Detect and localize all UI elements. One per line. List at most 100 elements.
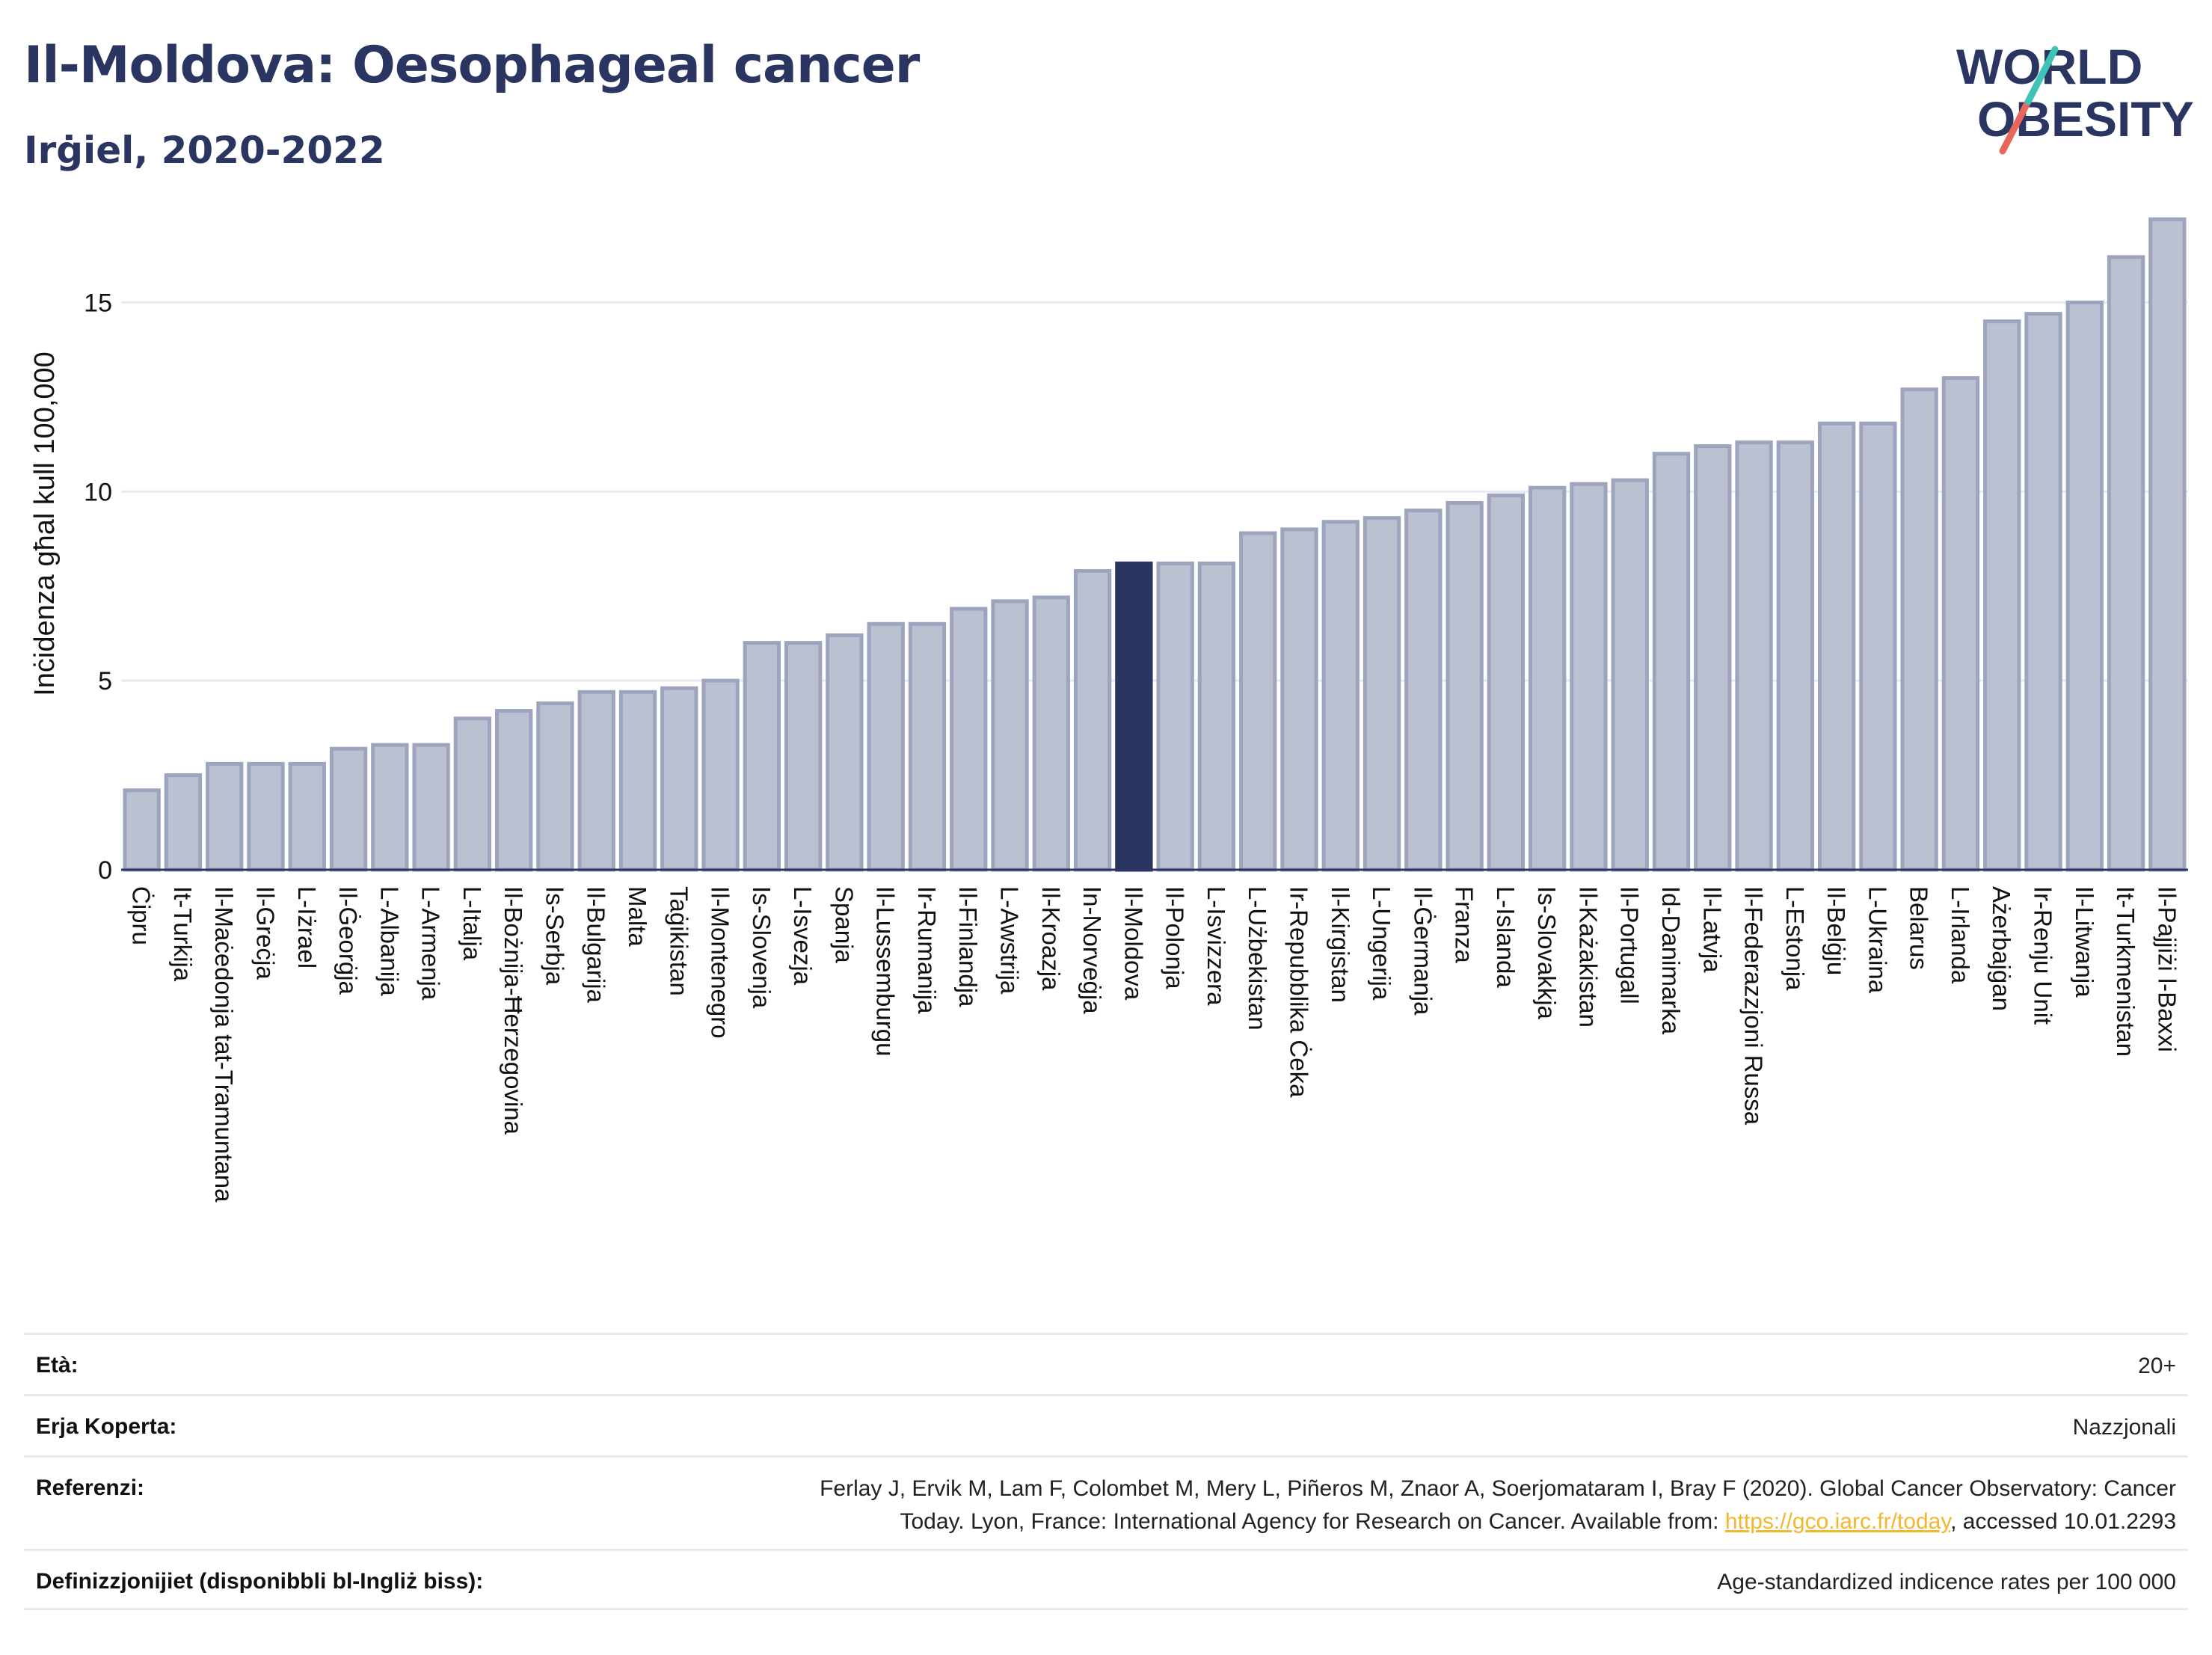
bar: [1817, 421, 1856, 872]
x-tick-label: L-Awstrija: [996, 886, 1024, 995]
bar: [1941, 376, 1980, 872]
bar: [1694, 444, 1732, 872]
world-obesity-logo: WORLD OBESITY: [1956, 39, 2194, 155]
bar: [247, 761, 285, 872]
meta-value-age: 20+: [2138, 1354, 2176, 1378]
meta-value-definitions: Age-standardized indicence rates per 100…: [1717, 1570, 2176, 1594]
x-tick-label: L-Islanda: [1492, 886, 1520, 988]
x-tick-label: L-Albanija: [375, 886, 403, 996]
bars: [123, 217, 2187, 872]
x-tick-label: Il-Moldova: [1119, 886, 1147, 1001]
x-tick-label: Il-Ġermanja: [1409, 886, 1437, 1016]
meta-label-references: Referenzi:: [36, 1476, 145, 1500]
bar: [784, 641, 823, 872]
x-tick-label: L-Isvizzera: [1202, 886, 1230, 1006]
bar: [908, 621, 947, 872]
y-tick-label: 10: [84, 478, 112, 506]
reference-accessed: , accessed 10.01.2293: [1950, 1509, 2176, 1534]
bar: [701, 678, 740, 872]
x-tick-label: Ċipru: [128, 886, 156, 945]
bar: [618, 690, 657, 872]
reference-line-2: Today. Lyon, France: International Agenc…: [820, 1505, 2176, 1538]
y-axis-label: Inċidenza għal kull 100,000: [29, 351, 61, 696]
x-tick-label: L-Estonja: [1781, 886, 1809, 991]
bar: [2148, 217, 2187, 872]
bar: [1362, 516, 1401, 872]
x-tick-label: Il-Polonja: [1161, 886, 1189, 989]
reference-line-2-text: Today. Lyon, France: International Agenc…: [900, 1509, 1725, 1534]
x-tick-label: Il-Montenegro: [707, 886, 734, 1039]
bar-highlighted: [1115, 561, 1153, 872]
x-tick-label: Malta: [624, 886, 651, 947]
x-tick-label: Belarus: [1905, 886, 1933, 970]
x-tick-label: Is-Slovenja: [748, 886, 775, 1009]
bar: [123, 788, 161, 872]
x-tick-label: Ir-Rumanija: [913, 886, 941, 1014]
x-tick-label: It-Turkmenistan: [2112, 886, 2139, 1057]
x-tick-label: L-Ukraina: [1864, 886, 1891, 994]
bar: [1404, 509, 1443, 872]
y-tick-label: 5: [98, 667, 112, 696]
x-tick-label: Il-Pajjiżi l-Baxxi: [2153, 886, 2181, 1052]
x-tick-label: Is-Serbja: [541, 886, 568, 986]
x-tick-label: Ir-Repubblika Ċeka: [1285, 886, 1312, 1098]
x-tick-label: Il-Bożnija-Ħerzegovina: [500, 886, 527, 1135]
logo-slash-red: [1999, 98, 2032, 155]
bar: [1900, 387, 1938, 872]
bar: [1446, 500, 1484, 872]
y-tick-label: 0: [98, 856, 112, 885]
x-tick-label: Il-Litwanja: [2071, 886, 2098, 998]
x-tick-label: Spanja: [830, 886, 858, 963]
logo-slash-teal: [2024, 46, 2059, 105]
bar: [1859, 421, 1897, 872]
bar: [1611, 478, 1649, 872]
bar: [1197, 561, 1236, 872]
bar: [1032, 595, 1070, 872]
bar: [1735, 440, 1773, 872]
bar: [1239, 531, 1277, 872]
meta-row-area: Erja Koperta: Nazzjonali: [24, 1394, 2188, 1455]
x-tick-label: Il-Ġeorġja: [334, 886, 362, 995]
x-tick-label: In-Norveġja: [1078, 886, 1106, 1014]
bar: [1487, 493, 1526, 872]
metadata-table: Età: 20+ Erja Koperta: Nazzjonali Refere…: [24, 1333, 2188, 1610]
x-tick-label: L-Irlanda: [1947, 886, 1974, 984]
x-tick-label: Id-Danimarka: [1657, 886, 1685, 1035]
meta-row-age: Età: 20+: [24, 1333, 2188, 1394]
x-tick-label: Il-Lussemburgu: [872, 886, 900, 1056]
x-tick-label: L-Iżrael: [293, 886, 321, 968]
x-tick-label: It-Turkija: [169, 886, 197, 982]
x-tick-label: Ażerbajġan: [1988, 886, 2015, 1011]
reference-line-1: Ferlay J, Ervik M, Lam F, Colombet M, Me…: [820, 1476, 2176, 1501]
y-axis-ticks: 0 5 10 15: [84, 289, 112, 885]
bar: [494, 709, 533, 872]
x-tick-label: L-Italja: [458, 886, 486, 961]
x-tick-label: Ir-Renju Unit: [2030, 886, 2057, 1025]
x-tick-label: L-Użbekistan: [1244, 886, 1271, 1031]
bar: [1983, 319, 2021, 872]
bar: [826, 633, 864, 872]
bar: [1156, 561, 1194, 872]
bar: [1776, 440, 1815, 872]
page-subtitle: Irġiel, 2020-2022: [24, 129, 385, 172]
bar: [412, 743, 450, 872]
x-tick-label: Taġikistan: [665, 886, 692, 996]
meta-value-references: Ferlay J, Ervik M, Lam F, Colombet M, Me…: [820, 1473, 2176, 1538]
bar: [2065, 300, 2104, 872]
bar: [371, 743, 409, 872]
bar: [329, 746, 368, 872]
x-tick-label: Il-Portugall: [1616, 886, 1644, 1004]
bar: [660, 686, 698, 872]
x-tick-label: Il-Federazzjoni Russa: [1740, 886, 1768, 1126]
meta-label-area: Erja Koperta:: [36, 1414, 177, 1439]
reference-link[interactable]: https://gco.iarc.fr/today: [1724, 1509, 1951, 1534]
x-tick-label: Il-Kirgistan: [1327, 886, 1354, 1003]
meta-row-definitions: Definizzjonijiet (disponibbli bl-Ingliż …: [24, 1549, 2188, 1610]
x-tick-label: Franza: [1451, 886, 1478, 963]
bar: [164, 773, 203, 872]
x-tick-label: Il-Bulgarija: [583, 886, 610, 1004]
bar: [1073, 568, 1112, 872]
x-tick-label: Il-Finlandja: [954, 886, 982, 1007]
bar: [1652, 452, 1691, 872]
bar: [2107, 255, 2145, 872]
